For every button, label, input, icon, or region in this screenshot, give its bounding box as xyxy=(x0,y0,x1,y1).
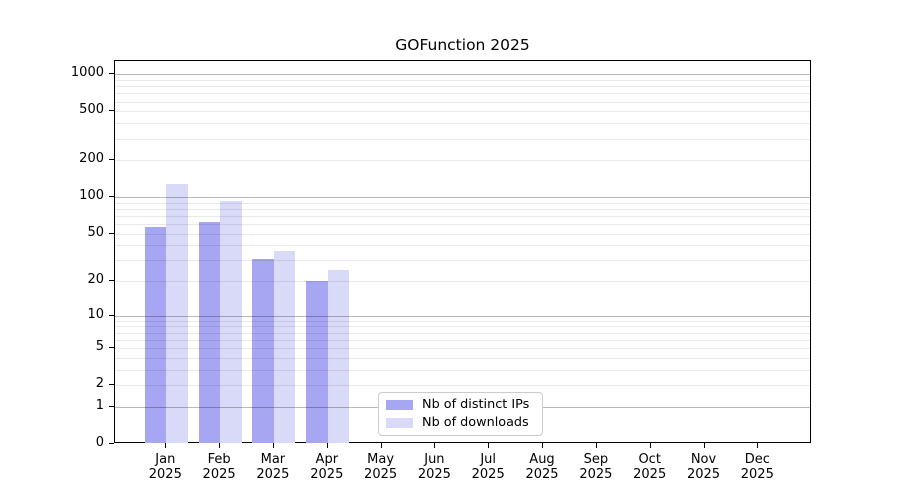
x-tick-label-may: May 2025 xyxy=(364,452,398,482)
x-tick-label-dec: Dec 2025 xyxy=(740,452,774,482)
bar-distinct-ips-jan xyxy=(144,226,167,443)
x-tick-apr xyxy=(326,443,328,448)
x-tick-aug xyxy=(542,443,543,448)
bar-distinct-ips-mar xyxy=(252,258,274,443)
legend-item-distinct-ips: Nb of distinct IPs xyxy=(386,398,538,412)
x-tick-label-nov: Nov 2025 xyxy=(686,452,721,482)
bar-downloads-jan xyxy=(166,184,188,443)
gridline-minor-200 xyxy=(115,160,810,162)
x-tick-feb xyxy=(219,443,221,448)
y-tick-label-10: 10 xyxy=(87,306,104,322)
x-tick-label-jun: Jun 2025 xyxy=(417,452,451,482)
y-tick-0 xyxy=(109,443,114,444)
y-tick-label-200: 200 xyxy=(79,151,104,167)
y-tick-label-2: 2 xyxy=(95,376,104,392)
x-tick-label-sep: Sep 2025 xyxy=(579,452,613,482)
gridline-minor-400 xyxy=(115,123,810,125)
gridline-minor-500 xyxy=(115,111,810,113)
y-tick-label-20: 20 xyxy=(87,272,104,288)
gridline-minor-900 xyxy=(115,79,810,81)
x-tick-jul xyxy=(488,443,490,448)
x-tick-label-feb: Feb 2025 xyxy=(202,452,236,482)
gridline-minor-700 xyxy=(115,93,810,95)
y-tick-label-1000: 1000 xyxy=(70,65,104,81)
gridline-minor-800 xyxy=(115,86,810,88)
y-tick-label-100: 100 xyxy=(79,188,104,203)
x-tick-jun xyxy=(434,443,436,448)
y-tick-label-50: 50 xyxy=(87,224,104,240)
x-tick-label-jan: Jan 2025 xyxy=(148,452,182,482)
bar-downloads-mar xyxy=(273,250,296,443)
x-tick-sep xyxy=(595,443,597,448)
gridline-minor-300 xyxy=(115,138,810,140)
x-tick-mar xyxy=(272,443,274,448)
legend-label-distinct-ips: Nb of distinct IPs xyxy=(422,397,530,413)
plot-area xyxy=(114,60,811,443)
x-tick-label-oct: Oct 2025 xyxy=(633,452,667,482)
x-tick-label-aug: Aug 2025 xyxy=(525,452,559,482)
x-tick-label-mar: Mar 2025 xyxy=(256,452,290,482)
bar-downloads-apr xyxy=(327,269,350,443)
legend-label-downloads: Nb of downloads xyxy=(422,414,529,430)
bar-downloads-feb xyxy=(220,201,242,443)
x-tick-dec xyxy=(757,443,759,448)
x-tick-may xyxy=(380,443,382,448)
y-tick-label-500: 500 xyxy=(79,102,104,118)
x-tick-nov xyxy=(703,443,705,448)
y-tick-label-5: 5 xyxy=(95,339,104,355)
gridline-major-1000 xyxy=(115,74,810,76)
legend-item-downloads: Nb of downloads xyxy=(386,414,538,430)
gridline-major-100 xyxy=(115,197,810,198)
bar-distinct-ips-apr xyxy=(306,281,328,443)
legend-swatch-downloads xyxy=(386,417,413,428)
x-tick-label-jul: Jul 2025 xyxy=(471,452,505,482)
x-tick-oct xyxy=(649,443,651,448)
gridline-minor-600 xyxy=(115,101,810,103)
chart-title: GOFunction 2025 xyxy=(395,36,530,54)
x-tick-label-apr: Apr 2025 xyxy=(310,452,344,482)
bar-distinct-ips-feb xyxy=(198,222,221,443)
x-tick-jan xyxy=(165,443,167,448)
legend-swatch-distinct-ips xyxy=(386,400,413,411)
legend: Nb of distinct IPs Nb of downloads xyxy=(378,392,543,436)
y-tick-label-0: 0 xyxy=(95,435,104,450)
y-tick-label-1: 1 xyxy=(95,397,104,413)
